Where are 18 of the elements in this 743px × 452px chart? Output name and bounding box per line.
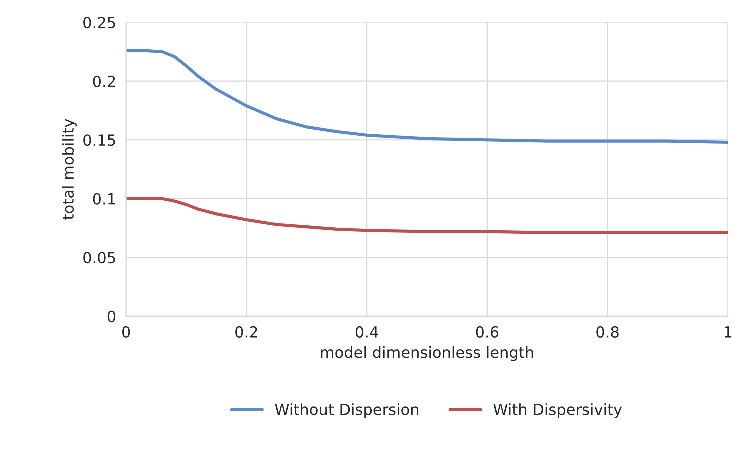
x-tick-label: 1 — [724, 326, 732, 338]
y-tick-label: 0.15 — [84, 134, 116, 146]
x-tick-label: 0.6 — [476, 326, 499, 338]
legend-label: Without Dispersion — [275, 404, 419, 418]
x-tick-label: 0.2 — [236, 326, 258, 338]
x-tick-label: 0.8 — [596, 326, 619, 338]
y-axis-title: total mobility — [62, 119, 78, 220]
y-tick-label: 0.2 — [93, 76, 116, 88]
y-tick-label: 0.05 — [84, 252, 116, 264]
line-series — [126, 49, 728, 144]
x-tick-label: 0.4 — [356, 326, 378, 338]
y-tick-label: 0.1 — [93, 193, 116, 205]
x-axis-title: model dimensionless length — [321, 346, 534, 362]
y-tick-label: 0 — [108, 310, 116, 322]
line-series — [126, 197, 728, 234]
legend-label: With Dispersivity — [494, 404, 622, 418]
x-tick-label: 0 — [122, 326, 130, 338]
y-tick-label: 0.25 — [84, 17, 116, 29]
